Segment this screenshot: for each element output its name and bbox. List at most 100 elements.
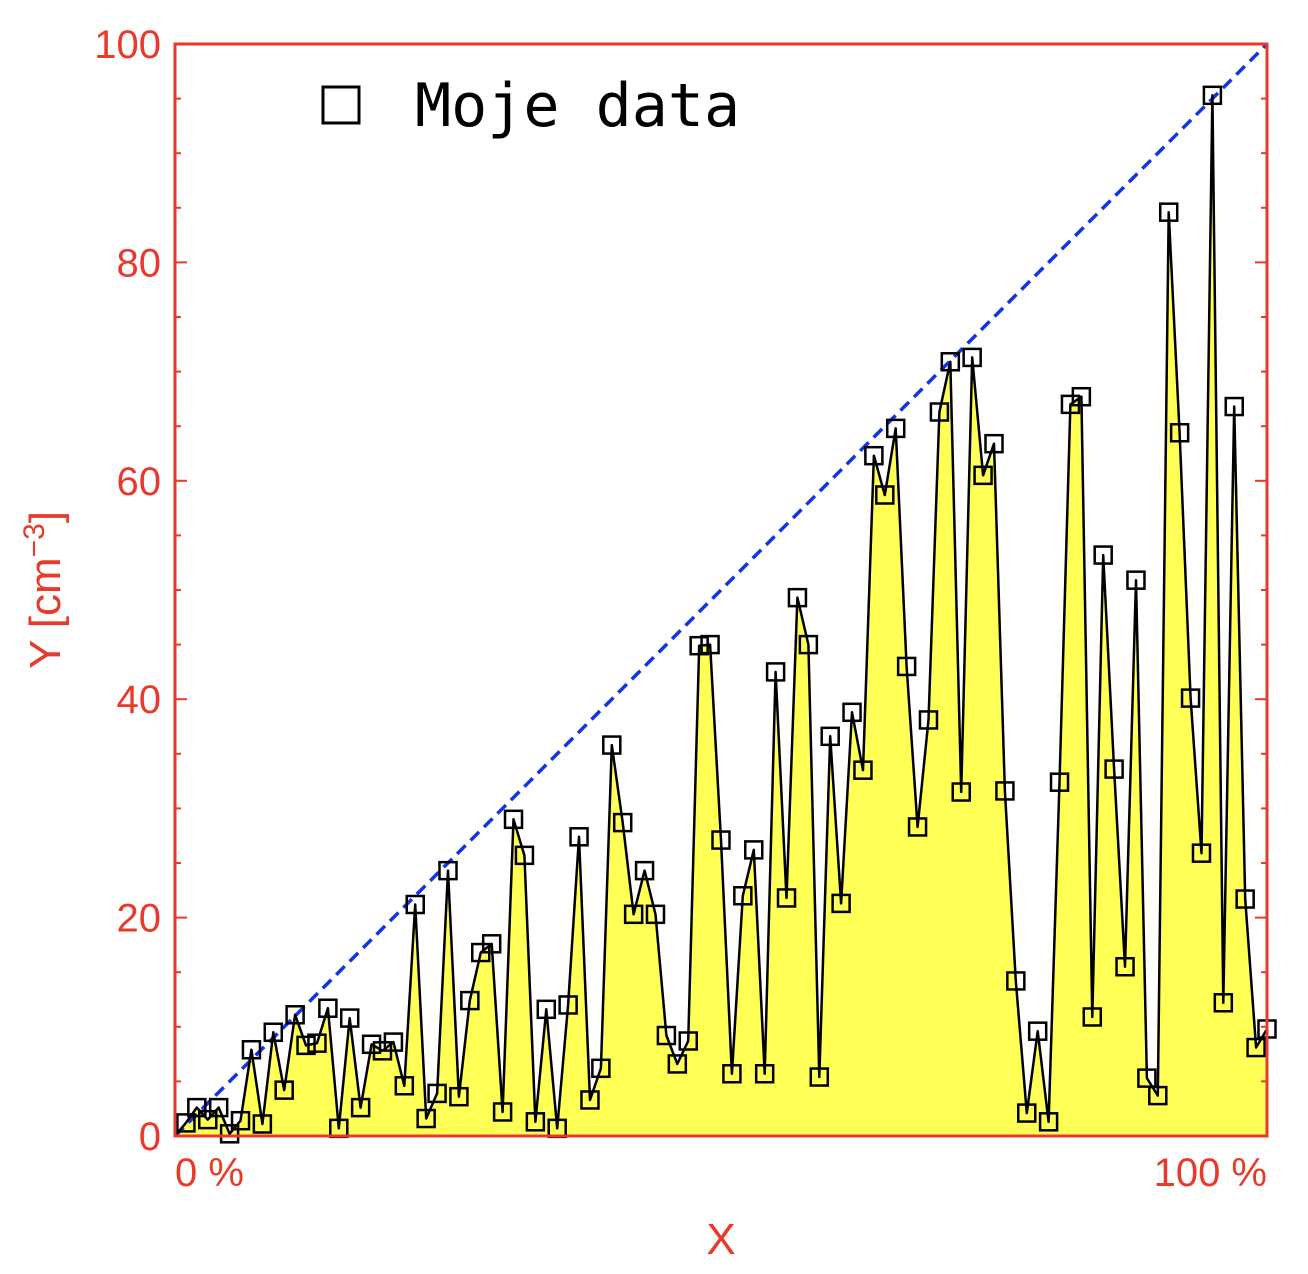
data-point-marker <box>820 726 840 747</box>
y-axis-label-main: Y [cm <box>21 557 70 669</box>
data-point-marker <box>1027 1021 1048 1041</box>
data-point-marker <box>831 893 851 914</box>
data-point-marker <box>787 587 808 608</box>
data-point-marker <box>623 904 644 925</box>
data-point-marker <box>918 710 939 730</box>
data-point-marker <box>700 634 720 655</box>
data-point-marker <box>809 1067 830 1087</box>
data-point-marker <box>896 656 917 677</box>
area-fill-layer <box>175 95 1267 1136</box>
x-axis-label: X <box>706 1215 735 1264</box>
data-point-marker <box>733 886 753 906</box>
data-point-marker <box>602 735 622 755</box>
data-point-marker <box>438 860 458 881</box>
y-tick-label: 60 <box>117 460 162 504</box>
data-point-marker <box>995 781 1015 801</box>
data-point-marker <box>514 845 535 866</box>
data-point-marker <box>1049 772 1070 792</box>
data-point-marker <box>263 1022 284 1043</box>
data-point-marker <box>580 1090 600 1110</box>
data-point-marker <box>1158 202 1179 222</box>
data-point-marker <box>481 934 502 954</box>
data-point-marker <box>951 782 971 802</box>
data-point-marker <box>460 990 480 1011</box>
data-point-marker <box>962 347 982 368</box>
y-axis-label-superscript: −3 <box>18 523 51 557</box>
data-point-marker <box>678 1031 698 1051</box>
data-point-marker <box>219 1124 240 1144</box>
data-point-marker <box>307 1033 327 1053</box>
data-point-marker <box>350 1097 371 1118</box>
data-point-marker <box>1224 396 1244 417</box>
data-point-marker <box>1082 1007 1103 1027</box>
reference-diagonal-line <box>173 42 1269 1138</box>
data-point-marker <box>198 1109 218 1130</box>
data-point-marker <box>1071 386 1092 407</box>
reference-line-layer <box>173 42 1269 1138</box>
data-point-marker <box>449 1086 469 1107</box>
y-tick-label: 80 <box>117 241 162 285</box>
tick-layer <box>175 43 1267 1137</box>
legend: Moje data <box>321 71 740 141</box>
y-axis-label-close: ] <box>21 511 70 523</box>
series-line <box>174 94 1269 1137</box>
marker-layer <box>176 85 1277 1144</box>
y-tick-labels: 0 20 40 60 80 100 <box>94 23 161 1159</box>
data-point-marker <box>885 418 906 439</box>
data-point-marker <box>1148 1085 1168 1106</box>
data-point-marker <box>853 760 873 780</box>
data-point-marker <box>1235 889 1255 909</box>
data-point-marker <box>744 840 764 860</box>
y-tick-label: 0 <box>139 1115 161 1159</box>
data-point-marker <box>1017 1103 1037 1123</box>
data-point-marker <box>667 1054 688 1074</box>
data-point-marker <box>329 1118 349 1139</box>
data-point-marker <box>1169 423 1190 443</box>
data-point-marker <box>492 1102 513 1122</box>
x-tick-label: 100 % <box>1154 1151 1267 1195</box>
data-point-marker <box>296 1035 316 1056</box>
data-point-marker <box>274 1080 294 1100</box>
data-point-marker <box>525 1112 546 1132</box>
data-point-marker <box>722 1064 742 1084</box>
data-point-marker <box>765 662 786 682</box>
data-point-marker <box>503 809 524 830</box>
data-point-marker <box>689 635 709 656</box>
data-point-marker <box>1191 843 1212 863</box>
data-point-marker <box>230 1110 251 1131</box>
y-tick-label: 20 <box>117 897 162 941</box>
data-point-marker <box>427 1083 447 1104</box>
data-point-marker <box>405 894 425 915</box>
data-point-marker <box>973 465 993 486</box>
data-point-marker <box>187 1097 207 1118</box>
data-point-marker <box>558 995 578 1015</box>
data-point-marker <box>241 1039 262 1060</box>
data-point-marker <box>842 702 862 723</box>
data-point-marker <box>383 1032 404 1052</box>
data-point-marker <box>929 402 950 422</box>
data-point-marker <box>612 812 633 833</box>
data-point-marker <box>940 352 961 372</box>
legend-marker-square <box>321 85 361 125</box>
legend-label: Moje data <box>415 71 740 141</box>
data-point-marker <box>1137 1068 1157 1088</box>
data-point-marker <box>907 817 928 837</box>
data-point-marker <box>252 1114 273 1134</box>
series-line-layer <box>174 94 1269 1137</box>
x-tick-labels: 0 % 100 % <box>175 1151 1267 1195</box>
y-tick-label: 100 <box>94 23 161 67</box>
data-point-marker <box>1115 956 1135 977</box>
x-tick-label: 0 % <box>175 1151 244 1195</box>
data-point-marker <box>645 904 666 925</box>
data-point-marker <box>1104 759 1124 779</box>
data-point-marker <box>536 999 557 1020</box>
data-point-marker <box>1093 545 1113 565</box>
data-point-marker <box>1213 993 1234 1013</box>
data-point-marker <box>1038 1112 1059 1132</box>
data-point-marker <box>394 1076 415 1096</box>
y-axis-label: Y [cm−3] <box>18 511 71 669</box>
data-point-marker <box>754 1064 775 1084</box>
area-fill <box>175 95 1267 1136</box>
data-point-marker <box>416 1108 436 1129</box>
data-point-marker <box>875 485 895 505</box>
